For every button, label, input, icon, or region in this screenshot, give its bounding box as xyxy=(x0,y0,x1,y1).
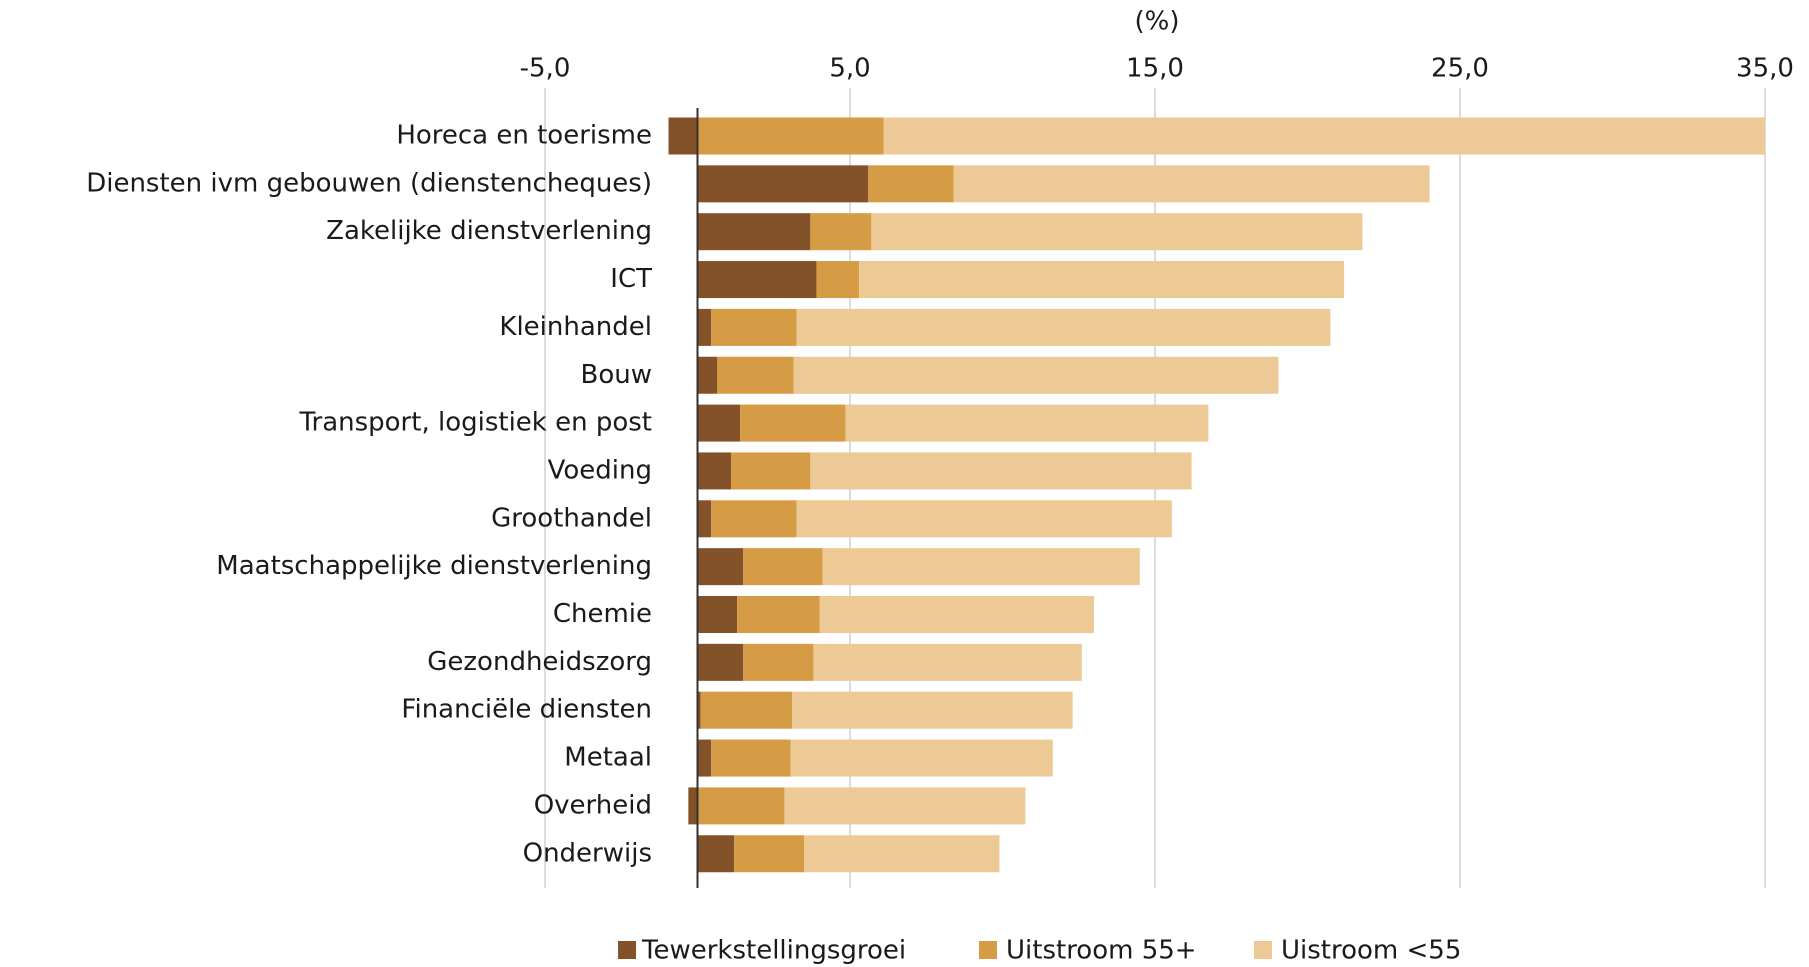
bar xyxy=(697,548,744,586)
bar xyxy=(697,165,869,203)
bar xyxy=(793,356,1279,394)
bar xyxy=(711,500,797,538)
bar xyxy=(697,643,744,681)
y-tick-label: Groothandel xyxy=(491,503,652,533)
bar xyxy=(740,404,846,442)
x-tick-label: -5,0 xyxy=(520,54,571,84)
bar xyxy=(810,452,1192,490)
bar xyxy=(819,596,1094,633)
x-tick-label: 5,0 xyxy=(829,54,870,84)
bar xyxy=(784,787,1026,825)
bar xyxy=(796,500,1172,538)
bar xyxy=(868,165,954,203)
bar xyxy=(743,548,823,586)
legend-label: Uitstroom 55+ xyxy=(1006,936,1197,966)
x-tick-label: 35,0 xyxy=(1736,54,1794,84)
bar xyxy=(743,643,814,681)
y-tick-label: Horeca en toerisme xyxy=(396,121,652,151)
bar xyxy=(790,739,1053,777)
bar xyxy=(822,548,1140,586)
bar xyxy=(859,261,1345,299)
y-tick-label: Gezondheidszorg xyxy=(427,647,652,677)
y-tick-label: Diensten ivm gebouwen (dienstencheques) xyxy=(86,168,652,198)
y-tick-label: Metaal xyxy=(564,743,652,773)
bar xyxy=(883,117,1765,155)
y-tick-label: Kleinhandel xyxy=(499,312,652,342)
legend-swatch xyxy=(618,941,636,959)
x-tick-label: 15,0 xyxy=(1126,54,1184,84)
bar xyxy=(697,261,817,299)
bar xyxy=(688,787,698,825)
y-tick-label: Overheid xyxy=(534,790,652,820)
bar xyxy=(697,787,785,825)
bar xyxy=(697,308,712,346)
bar xyxy=(731,452,811,490)
y-tick-label: Transport, logistiek en post xyxy=(298,408,652,438)
bar xyxy=(717,356,794,394)
y-tick-label: Voeding xyxy=(548,455,652,485)
bar xyxy=(734,835,805,873)
bar xyxy=(810,213,872,251)
bar xyxy=(737,596,820,633)
x-axis-label: (%) xyxy=(1135,7,1180,37)
bar xyxy=(668,117,698,155)
bar xyxy=(697,835,735,873)
y-tick-label: Zakelijke dienstverlening xyxy=(326,216,652,246)
y-tick-label: Onderwijs xyxy=(523,838,652,868)
bar xyxy=(845,404,1209,442)
bar xyxy=(796,308,1331,346)
bar xyxy=(816,261,860,299)
bar xyxy=(697,500,712,538)
bar xyxy=(697,596,738,633)
bar xyxy=(700,691,793,729)
y-tick-label: Chemie xyxy=(553,599,652,629)
bar xyxy=(804,835,1000,873)
y-tick-label: Financiële diensten xyxy=(401,695,652,725)
bar xyxy=(697,404,741,442)
legend-label: Uistroom <55 xyxy=(1281,936,1461,966)
bar xyxy=(697,452,732,490)
legend-label: Tewerkstellingsgroei xyxy=(641,936,906,966)
bar xyxy=(697,691,701,729)
bar xyxy=(697,213,811,251)
legend-swatch xyxy=(1254,941,1272,959)
legend-swatch xyxy=(979,941,997,959)
bar xyxy=(813,643,1082,681)
bar xyxy=(697,356,718,394)
bar xyxy=(711,308,797,346)
bar xyxy=(953,165,1430,203)
y-tick-label: Maatschappelijke dienstverlening xyxy=(216,551,652,581)
x-tick-label: 25,0 xyxy=(1431,54,1489,84)
bar xyxy=(792,691,1073,729)
bar xyxy=(697,117,884,155)
y-tick-label: Bouw xyxy=(581,360,653,390)
bar xyxy=(711,739,791,777)
bar xyxy=(697,739,712,777)
bar xyxy=(871,213,1363,251)
y-tick-label: ICT xyxy=(610,264,652,294)
